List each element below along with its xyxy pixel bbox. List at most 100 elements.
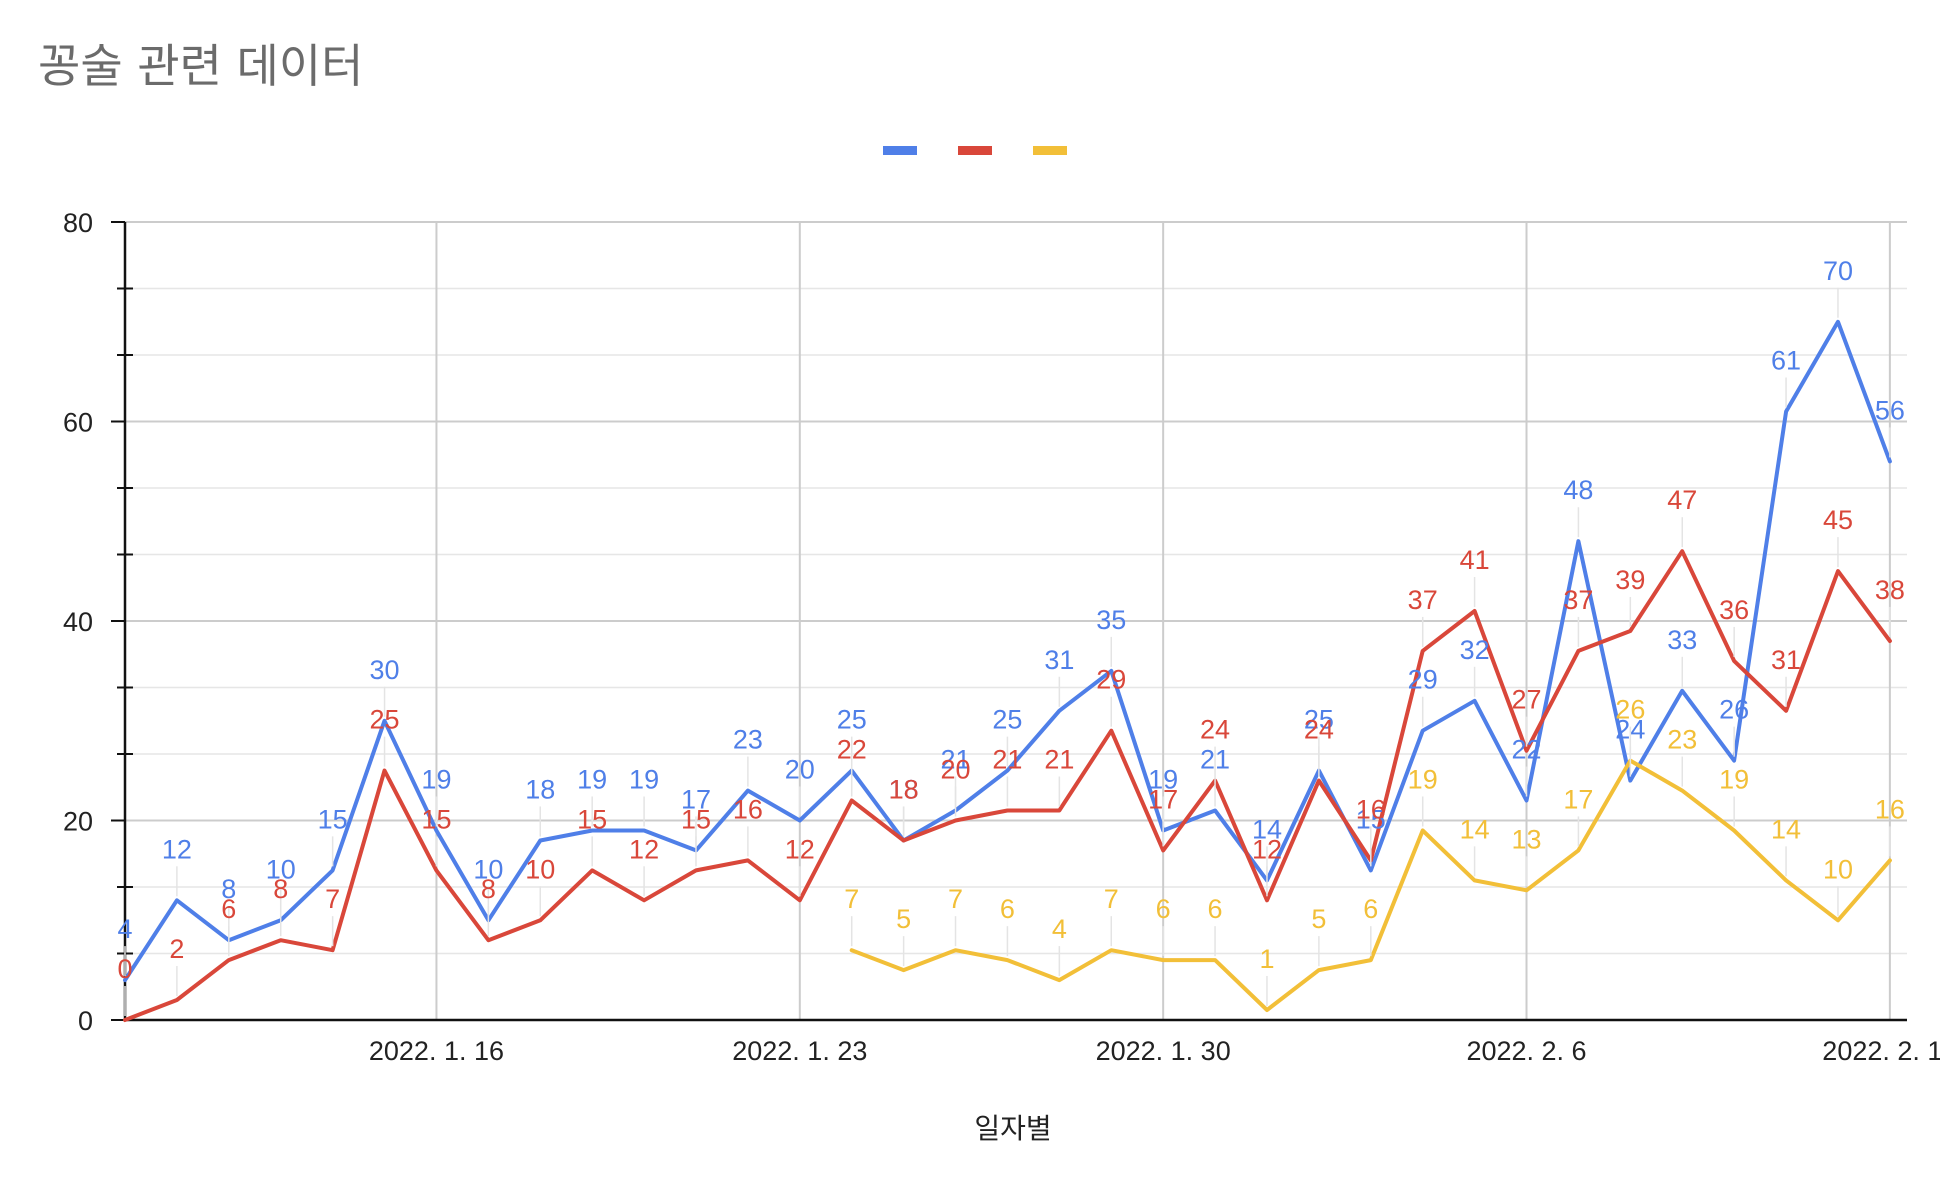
data-label: 19 <box>1719 764 1749 794</box>
data-label: 26 <box>1615 695 1645 725</box>
data-label: 25 <box>370 705 400 735</box>
x-tick-label: 2022. 2. 6 <box>1466 1036 1586 1066</box>
y-tick-label: 0 <box>78 1006 93 1036</box>
data-label: 61 <box>1771 346 1801 376</box>
data-label: 41 <box>1460 545 1490 575</box>
data-label: 1 <box>1259 944 1274 974</box>
data-label: 24 <box>1200 715 1230 745</box>
series-line-3 <box>849 758 1892 1012</box>
data-label: 45 <box>1823 505 1853 535</box>
y-tick-label: 40 <box>63 607 93 637</box>
data-label: 18 <box>525 774 555 804</box>
data-label: 27 <box>1511 685 1541 715</box>
data-label: 7 <box>1104 884 1119 914</box>
data-label: 5 <box>1311 904 1326 934</box>
data-label: 47 <box>1667 485 1697 515</box>
data-label: 35 <box>1096 605 1126 635</box>
data-label: 16 <box>1875 794 1905 824</box>
data-label: 17 <box>1563 784 1593 814</box>
data-label: 23 <box>733 725 763 755</box>
data-label: 38 <box>1875 575 1905 605</box>
data-label: 36 <box>1719 595 1749 625</box>
x-axis-title: 일자별 <box>974 1112 1051 1145</box>
data-label: 26 <box>1719 695 1749 725</box>
series-line-1 <box>123 319 1892 983</box>
data-label: 39 <box>1615 565 1645 595</box>
data-label: 22 <box>837 735 867 765</box>
data-label: 20 <box>941 755 971 785</box>
data-label: 30 <box>370 655 400 685</box>
legend-swatch <box>1033 146 1067 155</box>
data-label: 14 <box>1771 814 1801 844</box>
data-label: 7 <box>844 884 859 914</box>
x-tick-label: 2022. 1. 30 <box>1096 1036 1231 1066</box>
data-label: 17 <box>681 784 711 814</box>
data-label: 19 <box>1148 764 1178 794</box>
data-label: 31 <box>1044 645 1074 675</box>
data-label: 10 <box>473 854 503 884</box>
data-label: 10 <box>266 854 296 884</box>
data-label: 8 <box>481 874 496 904</box>
data-label: 25 <box>837 705 867 735</box>
data-label: 29 <box>1096 665 1126 695</box>
data-label: 18 <box>889 774 919 804</box>
data-label: 6 <box>221 894 236 924</box>
data-label: 14 <box>1460 814 1490 844</box>
data-label: 16 <box>733 794 763 824</box>
data-label: 37 <box>1408 585 1438 615</box>
data-label: 5 <box>896 904 911 934</box>
data-label: 19 <box>421 764 451 794</box>
legend <box>883 146 1067 155</box>
data-label: 8 <box>221 874 236 904</box>
legend-swatch <box>883 146 917 155</box>
data-label: 10 <box>1823 854 1853 884</box>
data-label: 7 <box>948 884 963 914</box>
data-label: 15 <box>577 804 607 834</box>
data-label: 7 <box>325 884 340 914</box>
data-label: 8 <box>273 874 288 904</box>
y-tick-label: 20 <box>63 807 93 837</box>
data-label: 15 <box>681 804 711 834</box>
data-label: 10 <box>525 854 555 884</box>
y-tick-label: 80 <box>63 208 93 238</box>
data-label: 12 <box>162 834 192 864</box>
data-label: 25 <box>1304 705 1334 735</box>
data-label: 14 <box>1252 814 1282 844</box>
data-label: 4 <box>117 914 132 944</box>
data-label: 0 <box>117 954 132 984</box>
data-label: 21 <box>1044 745 1074 775</box>
chart-title: 꽁술 관련 데이터 <box>38 39 364 93</box>
data-label: 15 <box>318 804 348 834</box>
data-label: 25 <box>992 705 1022 735</box>
data-label: 24 <box>1304 715 1334 745</box>
series-line-2 <box>123 549 1892 1022</box>
data-label: 31 <box>1771 645 1801 675</box>
data-label: 32 <box>1460 635 1490 665</box>
data-label: 56 <box>1875 395 1905 425</box>
data-label: 6 <box>1156 894 1171 924</box>
x-tick-label: 2022. 1. 16 <box>369 1036 504 1066</box>
data-label: 33 <box>1667 625 1697 655</box>
data-label: 18 <box>889 774 919 804</box>
data-label: 48 <box>1563 475 1593 505</box>
data-label: 12 <box>785 834 815 864</box>
data-label: 19 <box>629 764 659 794</box>
data-label: 37 <box>1563 585 1593 615</box>
data-label: 19 <box>1408 764 1438 794</box>
y-tick-label: 60 <box>63 408 93 438</box>
data-label: 15 <box>421 804 451 834</box>
data-label: 17 <box>1148 784 1178 814</box>
series-lines <box>123 319 1892 1022</box>
data-label: 19 <box>577 764 607 794</box>
data-label: 21 <box>941 745 971 775</box>
data-label: 16 <box>1356 794 1386 824</box>
data-label: 20 <box>785 755 815 785</box>
data-label: 4 <box>1052 914 1067 944</box>
data-label: 12 <box>629 834 659 864</box>
data-label: 21 <box>992 745 1022 775</box>
data-label: 6 <box>1000 894 1015 924</box>
data-label: 23 <box>1667 725 1697 755</box>
x-tick-label: 2022. 1. 23 <box>732 1036 867 1066</box>
